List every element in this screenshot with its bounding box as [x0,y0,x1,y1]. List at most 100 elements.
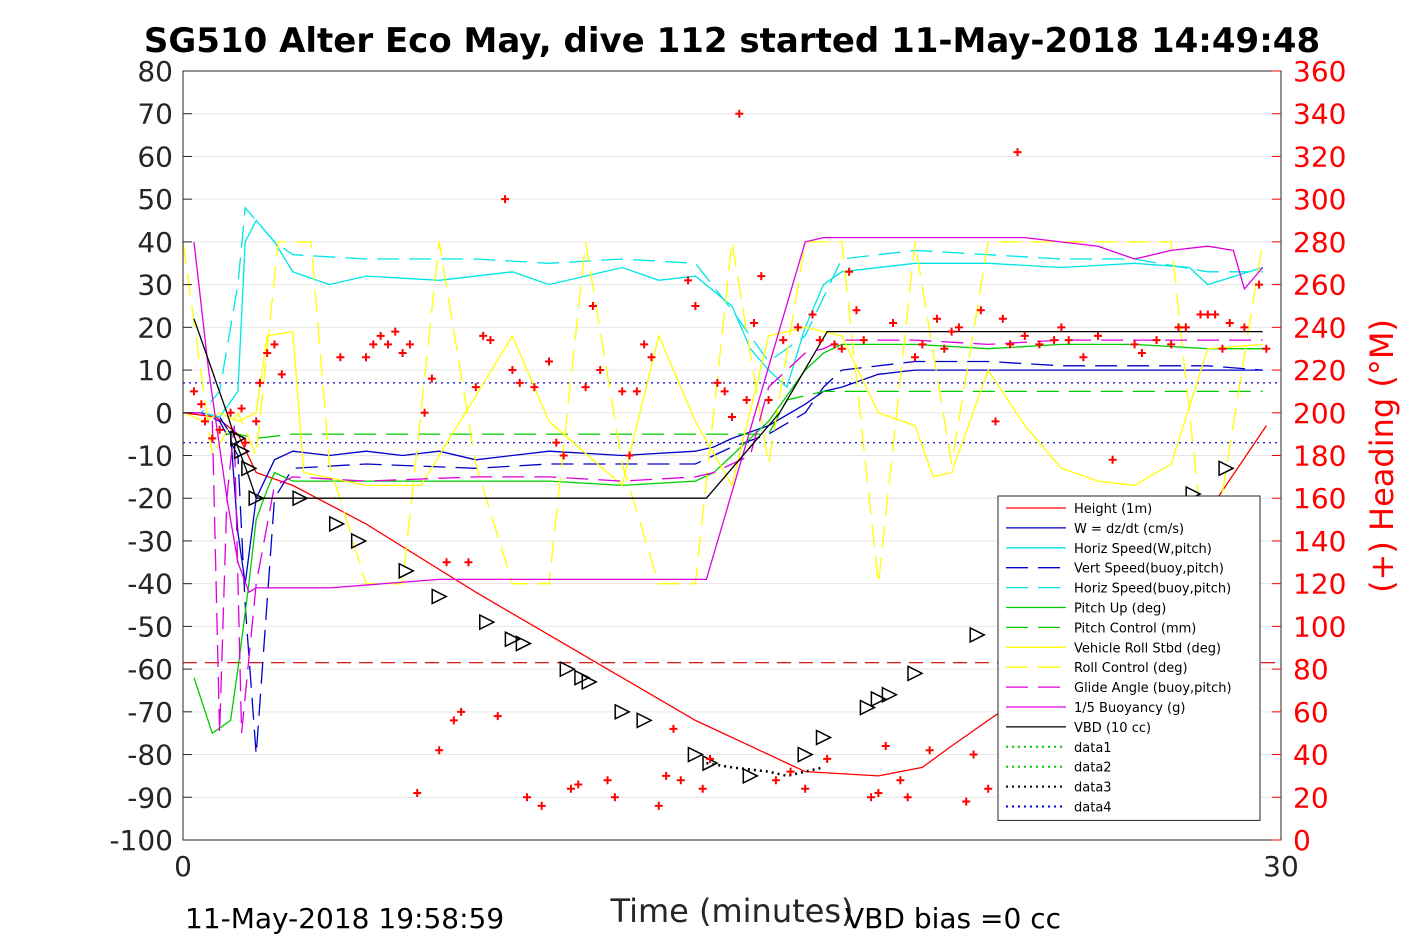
legend-label: VBD (10 cc) [1074,721,1151,736]
heading-point [749,319,758,328]
legend-item: data1 [1006,741,1112,756]
series-line-roll-control-deg [182,241,1264,585]
legend-label: W = dz/dt (cm/s) [1074,522,1184,537]
depth-marker [233,443,251,460]
y-tick-label: -70 [127,696,173,729]
heading-point [435,746,444,755]
series-line-vehicle-roll-stbd-deg [182,326,1263,488]
heading-point [786,767,795,776]
heading-point [1057,323,1066,332]
heading-point [889,319,898,328]
depth-marker [431,588,448,605]
y-tick-label: -80 [127,739,173,772]
heading-point [625,451,634,460]
depth-marker [581,673,598,691]
heading-point [932,314,941,323]
heading-point [1079,353,1088,362]
heading-point [662,771,671,780]
legend-label: Glide Angle (buoy,pitch) [1074,681,1232,696]
heading-point [464,558,473,567]
legend-label: Pitch Up (deg) [1074,602,1166,617]
heading-point [486,336,495,345]
heading-point [903,793,912,802]
heading-point [706,754,715,763]
legend-item: Pitch Control (mm) [1006,621,1196,636]
heading-point [1108,455,1117,464]
heading-point [940,344,949,353]
heading-point [501,195,510,204]
heading-point [252,417,261,426]
depth-marker [479,613,496,631]
plot-area: 80706050403020100-10-20-30-40-50-60-70-8… [109,55,1346,883]
heading-point [420,408,429,417]
legend-label: Horiz Speed(W,pitch) [1074,542,1212,557]
y-right-tick-label: 40 [1293,739,1329,772]
legend-box [997,495,1261,821]
y-tick-label: -50 [127,610,173,643]
legend-item: data4 [1006,801,1112,816]
heading-point [200,417,209,426]
heading-point [815,336,824,345]
heading-point [998,314,1007,323]
heading-point [336,353,345,362]
heading-point [918,340,927,349]
heading-point [596,366,605,375]
y-tick-label: 70 [137,98,173,131]
heading-point [515,378,524,387]
legend-label: data1 [1074,741,1112,756]
y-right-tick-label: 80 [1293,653,1329,686]
y-right-tick-label: 200 [1293,397,1346,430]
depth-marker [815,729,833,746]
series-line-glide-angle-buoy-pitch [183,339,1263,734]
y-tick-label: -40 [127,568,173,601]
legend-item: data3 [1006,781,1112,796]
heading-point [647,353,656,362]
heading-point [742,395,751,404]
depth-marker [636,712,653,729]
y-right-tick-label: 280 [1293,226,1346,259]
legend-item: W = dz/dt (cm/s) [1006,522,1184,537]
heading-point [383,340,392,349]
legend-label: Vert Speed(buoy,pitch) [1074,562,1224,577]
heading-point [1218,344,1227,353]
y-tick-label: 80 [137,55,173,88]
heading-point [449,716,458,725]
heading-point [226,408,235,417]
heading-point [442,558,451,567]
heading-point [581,383,590,392]
depth-marker [881,686,899,703]
series-line-vert-speed-buoy-pitch [183,360,1263,755]
heading-point [874,789,883,798]
y-tick-label: 50 [137,183,173,216]
heading-point [1211,310,1220,319]
heading-point [1064,336,1073,345]
heading-point [479,331,488,340]
y-tick-label: 30 [137,269,173,302]
depth-marker [350,532,368,550]
footer-timestamp: 11-May-2018 19:58:59 [185,902,504,935]
heading-point [523,793,532,802]
heading-point [1262,344,1271,353]
footer-vbd-bias: VBD bias =0 cc [845,902,1061,935]
heading-point [713,378,722,387]
heading-point [991,417,1000,426]
chart-title: SG510 Alter Eco May, dive 112 started 11… [144,21,1320,61]
legend-item: 1/5 Buoyancy (g) [1006,701,1185,716]
heading-point [735,109,744,118]
legend-item: Glide Angle (buoy,pitch) [1006,681,1232,696]
x-tick-label: 0 [174,850,192,883]
heading-point [610,793,619,802]
legend-item: data2 [1006,761,1112,776]
y-right-tick-label: 320 [1293,140,1346,173]
depth-marker [870,690,888,708]
depth-marker [248,490,265,507]
legend-item: Vehicle Roll Stbd (deg) [1006,641,1221,656]
heading-point [1006,340,1015,349]
heading-point [618,387,627,396]
series-line-horiz-speed-w-pitch [183,219,1263,418]
depth-marker [742,767,759,785]
y-right-tick-label: 140 [1293,525,1346,558]
heading-point [911,353,919,362]
heading-point [793,323,802,332]
